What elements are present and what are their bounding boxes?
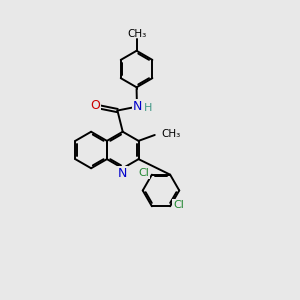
Text: CH₃: CH₃ [161, 129, 181, 139]
Text: O: O [90, 99, 100, 112]
Text: N: N [118, 167, 127, 180]
Text: H: H [144, 103, 152, 113]
Text: CH₃: CH₃ [127, 29, 146, 39]
Text: Cl: Cl [173, 200, 184, 210]
Text: Cl: Cl [138, 168, 149, 178]
Text: N: N [133, 100, 142, 113]
